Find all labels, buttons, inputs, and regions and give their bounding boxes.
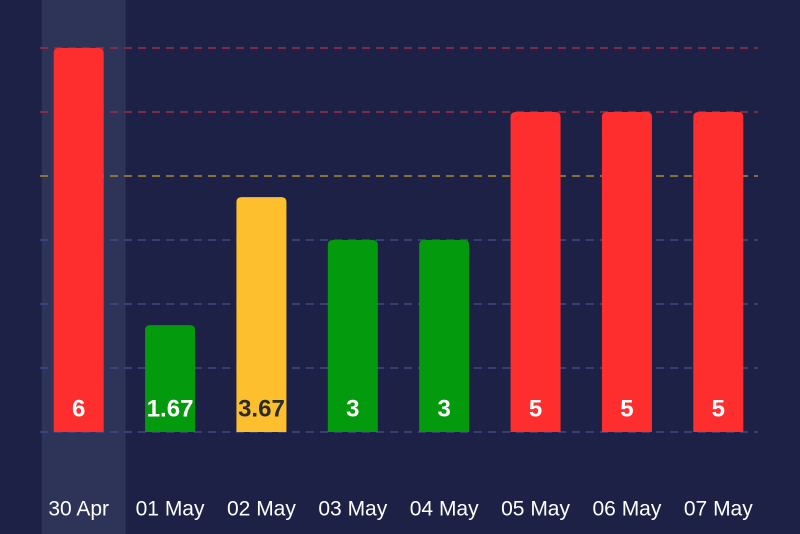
bar-value-label: 3.67 (238, 395, 285, 422)
bar[interactable] (236, 197, 287, 432)
bar-value-label: 6 (72, 395, 85, 422)
bar-value-label: 5 (529, 395, 542, 422)
bar-value-label: 5 (620, 395, 633, 422)
bar[interactable] (601, 112, 652, 432)
value-label-layer: 6 1.67 3.67 3 3 5 5 5 (72, 395, 725, 422)
x-tick-label[interactable]: 30 Apr (48, 498, 109, 521)
bar-value-label: 3 (438, 395, 451, 422)
x-tick-label[interactable]: 04 May (410, 498, 479, 521)
bar[interactable] (327, 240, 378, 432)
bar-layer (53, 48, 744, 432)
x-tick-label[interactable]: 06 May (593, 498, 662, 521)
x-tick-layer: 30 Apr 01 May 02 May 03 May 04 May 05 May 06 M… (48, 498, 753, 521)
bar[interactable] (53, 48, 104, 432)
bar[interactable] (145, 325, 196, 432)
bar[interactable] (419, 240, 470, 432)
x-tick-label[interactable]: 03 May (318, 498, 387, 521)
x-tick-label[interactable]: 07 May (684, 498, 753, 521)
bar[interactable] (693, 112, 744, 432)
bar-value-label: 3 (346, 395, 359, 422)
bar-value-label: 1.67 (147, 395, 194, 422)
x-tick-label[interactable]: 05 May (501, 498, 570, 521)
x-tick-label[interactable]: 01 May (136, 498, 205, 521)
bar[interactable] (510, 112, 561, 432)
bar-value-label: 5 (712, 395, 725, 422)
x-tick-label[interactable]: 02 May (227, 498, 296, 521)
